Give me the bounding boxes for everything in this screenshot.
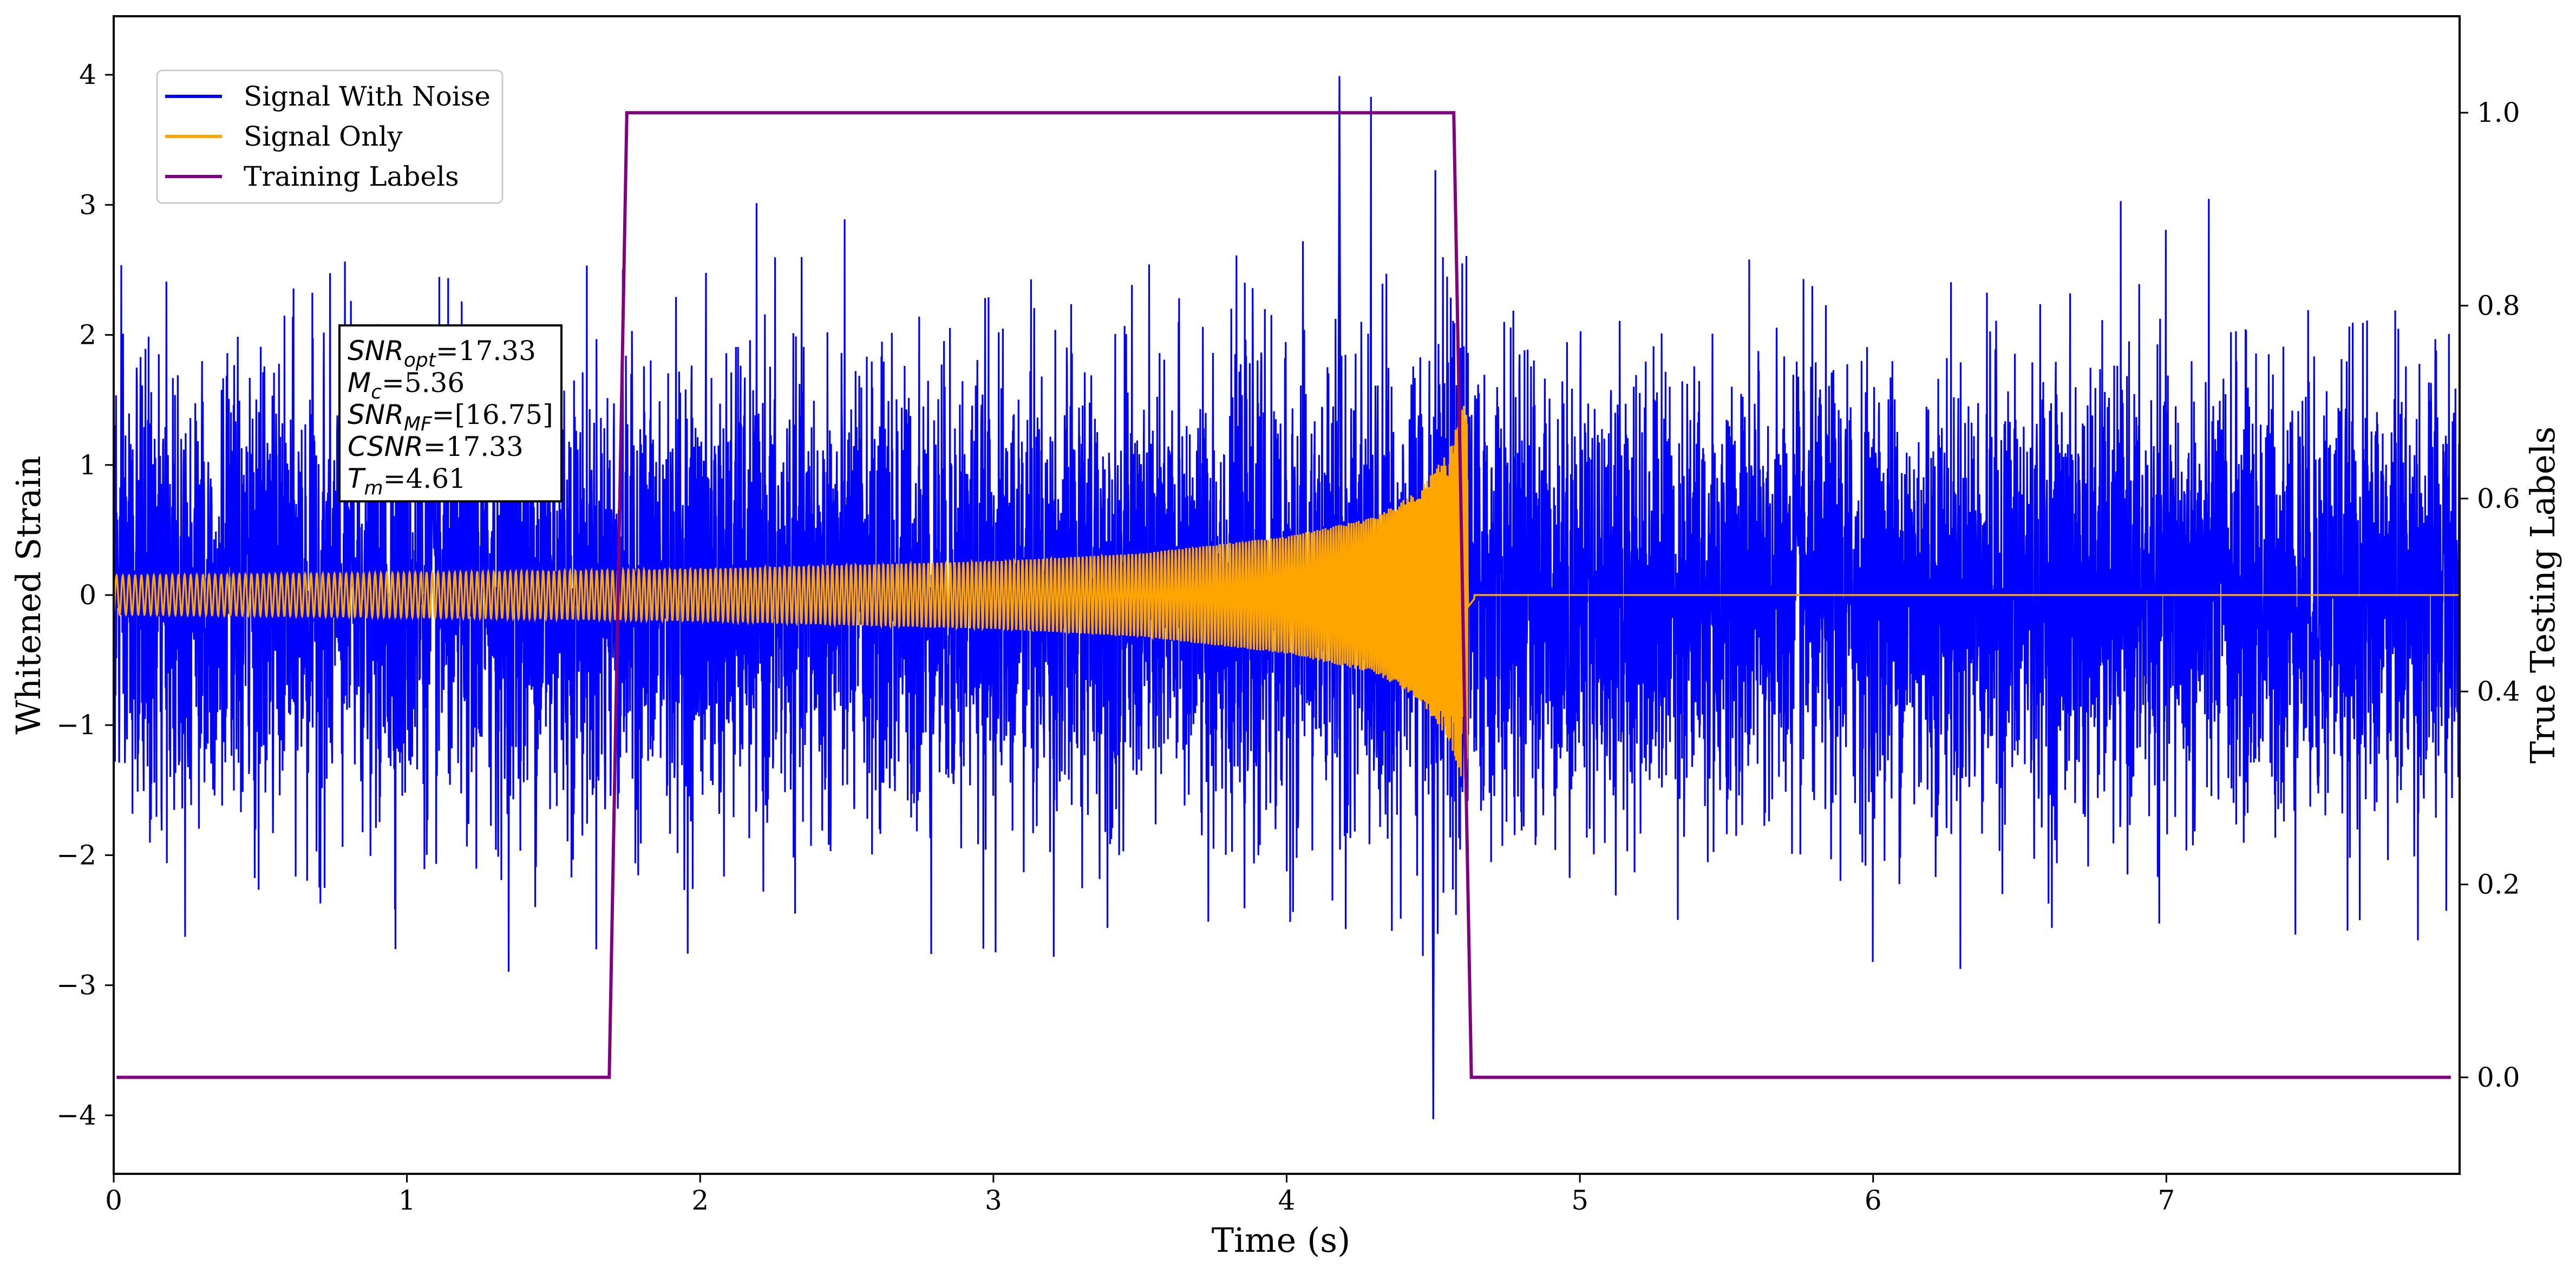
legend-label-training-labels: Training Labels (244, 161, 459, 192)
x-tick-label: 3 (985, 1185, 1002, 1216)
annotation-line: Tm=4.61 (348, 463, 466, 499)
annotation-line: Mc=5.36 (348, 367, 465, 403)
y2-tick-label: 0.6 (2477, 483, 2520, 514)
y2-tick-label: 0.4 (2477, 676, 2520, 707)
x-tick-label: 5 (1571, 1185, 1588, 1216)
y-axis-label: Whitened Strain (9, 456, 48, 735)
y2-tick-label: 1.0 (2477, 97, 2520, 128)
y-tick-label: −4 (56, 1100, 96, 1131)
x-axis: 0 1 2 3 4 5 6 7 (105, 1174, 2175, 1216)
series-training-labels (116, 111, 2451, 1079)
series-signal-with-noise (114, 76, 2460, 1120)
y-tick-label: −1 (56, 709, 96, 741)
y2-tick-label: 0.8 (2477, 290, 2520, 322)
legend-label-signal-only: Signal Only (244, 121, 403, 152)
y2-tick-label: 0.0 (2477, 1062, 2520, 1093)
annotation-line: SNRMF=[16.75] (348, 399, 553, 435)
x-tick-label: 0 (105, 1185, 122, 1216)
y-axis-left: −4 −3 −2 −1 0 1 2 3 4 (56, 59, 114, 1131)
y-axis-right: 0.0 0.2 0.4 0.6 0.8 1.0 (2460, 97, 2520, 1093)
legend-label-signal-with-noise: Signal With Noise (244, 81, 491, 112)
y2-axis-label: True Testing Labels (2523, 427, 2562, 764)
y-tick-label: 3 (79, 189, 96, 220)
y2-tick-label: 0.2 (2477, 869, 2520, 900)
annotation-box: SNRopt=17.33Mc=5.36SNRMF=[16.75]CSNR=17.… (338, 324, 563, 502)
y-tick-label: 1 (79, 449, 96, 481)
y-tick-label: 0 (79, 579, 96, 611)
legend-box (156, 69, 504, 204)
y-tick-label: 4 (79, 59, 96, 90)
annotation-line: SNRopt=17.33 (348, 335, 536, 371)
x-tick-label: 4 (1278, 1185, 1296, 1216)
y-tick-label: 2 (79, 319, 96, 351)
legend: Signal With Noise Signal Only Training L… (156, 69, 504, 204)
x-tick-label: 7 (2157, 1185, 2175, 1216)
series-signal-only (114, 406, 2460, 779)
x-tick-label: 1 (398, 1185, 416, 1216)
y-tick-label: −2 (56, 839, 96, 871)
annotation-line: CSNR=17.33 (348, 431, 524, 462)
x-axis-label: Time (s) (1212, 1220, 1351, 1260)
annotation-frame (338, 324, 563, 502)
x-tick-label: 6 (1865, 1185, 1882, 1216)
x-tick-label: 2 (691, 1185, 709, 1216)
y-tick-label: −3 (56, 970, 96, 1001)
